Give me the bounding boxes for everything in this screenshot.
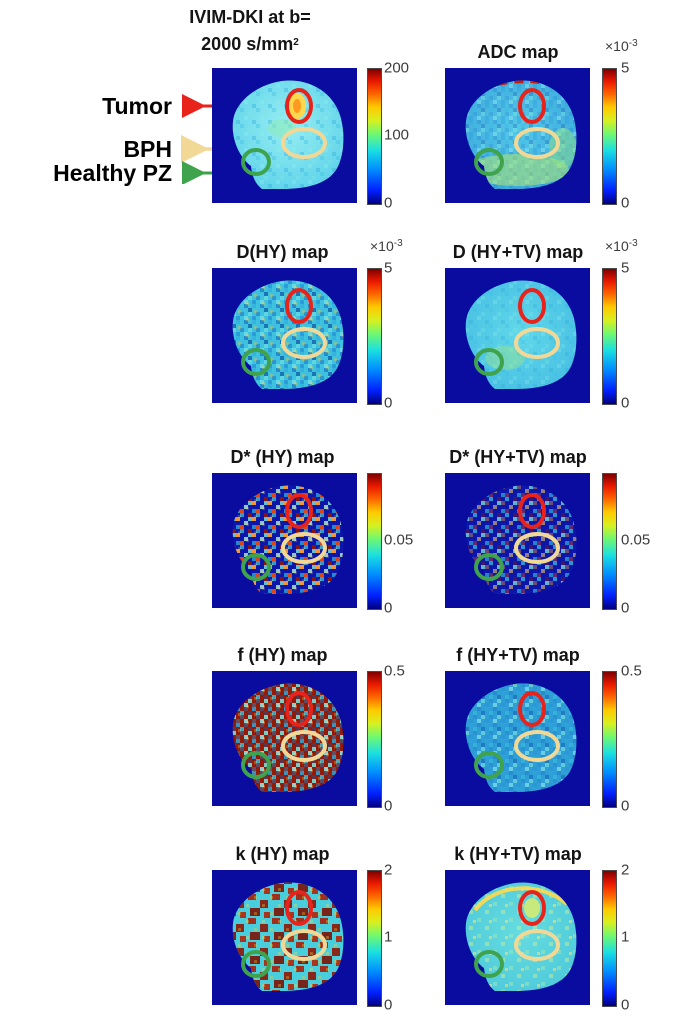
subplot-f-hy: f (HY) map 0.5 0 xyxy=(212,639,427,815)
cbar-exponent: ×10-3 xyxy=(605,38,638,54)
title-ivim-b2000: IVIM-DKI at b= 2000 s/mm2 xyxy=(150,4,350,61)
map-f-hy xyxy=(212,671,357,806)
colorbar-d-hytv xyxy=(602,268,617,405)
colorbar-ivim-b2000 xyxy=(367,68,382,205)
subplot-dstar-hy: D* (HY) map 0.05 0 xyxy=(212,441,427,617)
colorbar-f-hytv xyxy=(602,671,617,808)
map-d-hy xyxy=(212,268,357,403)
cbar-tick-max: 5 xyxy=(384,259,393,277)
subplot-k-hytv: k (HY+TV) map 2 1 0 xyxy=(445,838,660,1014)
cbar-tick-min: 0 xyxy=(621,996,630,1014)
subplot-d-hytv: D (HY+TV) map ×10-3 5 0 xyxy=(445,236,660,412)
cbar-tick-min: 0 xyxy=(621,797,630,815)
map-adc xyxy=(445,68,590,203)
cbar-tick-min: 0 xyxy=(384,996,393,1014)
cbar-tick-max: 0.5 xyxy=(384,662,405,680)
map-k-hy xyxy=(212,870,357,1005)
subplot-d-hy: D(HY) map ×10-3 5 0 xyxy=(212,236,427,412)
title-d-hy: D(HY) map xyxy=(236,242,329,262)
cbar-tick-mid: 1 xyxy=(384,928,393,946)
title-dstar-hytv: D* (HY+TV) map xyxy=(449,447,587,467)
subplot-ivim-b2000: 200 100 0 xyxy=(212,36,427,212)
subplot-adc: ADC map ×10-3 5 0 xyxy=(445,36,660,212)
title-adc: ADC map xyxy=(477,42,559,62)
map-dstar-hytv xyxy=(445,473,590,608)
cbar-tick-max: 200 xyxy=(384,59,410,77)
cbar-tick-min: 0 xyxy=(621,599,630,617)
cbar-tick-max: 5 xyxy=(621,259,630,277)
title-ivim-b2000-line1: IVIM-DKI at b= xyxy=(189,7,311,27)
cbar-tick-min: 0 xyxy=(384,599,393,617)
cbar-tick-mid: 100 xyxy=(384,126,410,144)
cbar-exponent: ×10-3 xyxy=(370,238,403,254)
colorbar-adc xyxy=(602,68,617,205)
map-dstar-hy xyxy=(212,473,357,608)
colorbar-d-hy xyxy=(367,268,382,405)
tumor-label: Tumor xyxy=(102,93,172,119)
cbar-tick-max: 5 xyxy=(621,59,630,77)
colorbar-f-hy xyxy=(367,671,382,808)
map-k-hytv xyxy=(445,870,590,1005)
colorbar-dstar-hytv xyxy=(602,473,617,610)
bph-label: BPH xyxy=(123,136,172,162)
title-f-hytv: f (HY+TV) map xyxy=(456,645,580,665)
cbar-exponent: ×10-3 xyxy=(605,238,638,254)
subplot-dstar-hytv: D* (HY+TV) map 0.05 0 xyxy=(445,441,660,617)
cbar-tick-mid: 0.05 xyxy=(384,531,414,549)
title-k-hy: k (HY) map xyxy=(235,844,330,864)
map-d-hytv xyxy=(445,268,590,403)
subplot-k-hy: k (HY) map 2 1 0 xyxy=(212,838,427,1014)
subplot-f-hytv: f (HY+TV) map 0.5 0 xyxy=(445,639,660,815)
cbar-tick-min: 0 xyxy=(621,394,630,412)
healthy-pz-label: Healthy PZ xyxy=(53,160,172,186)
map-f-hytv xyxy=(445,671,590,806)
cbar-tick-min: 0 xyxy=(384,797,393,815)
cbar-tick-min: 0 xyxy=(384,194,393,212)
colorbar-k-hy xyxy=(367,870,382,1007)
cbar-tick-max: 0.5 xyxy=(621,662,642,680)
cbar-tick-max: 2 xyxy=(384,861,393,879)
map-ivim-b2000 xyxy=(212,68,357,203)
colorbar-dstar-hy xyxy=(367,473,382,610)
cbar-tick-max: 2 xyxy=(621,861,630,879)
title-d-hytv: D (HY+TV) map xyxy=(452,242,584,262)
title-f-hy: f (HY) map xyxy=(237,645,328,665)
title-dstar-hy: D* (HY) map xyxy=(230,447,335,467)
cbar-tick-mid: 0.05 xyxy=(621,531,651,549)
cbar-tick-min: 0 xyxy=(621,194,630,212)
title-superscript: 2 xyxy=(293,37,299,48)
cbar-tick-min: 0 xyxy=(384,394,393,412)
title-k-hytv: k (HY+TV) map xyxy=(454,844,582,864)
cbar-tick-mid: 1 xyxy=(621,928,630,946)
colorbar-k-hytv xyxy=(602,870,617,1007)
